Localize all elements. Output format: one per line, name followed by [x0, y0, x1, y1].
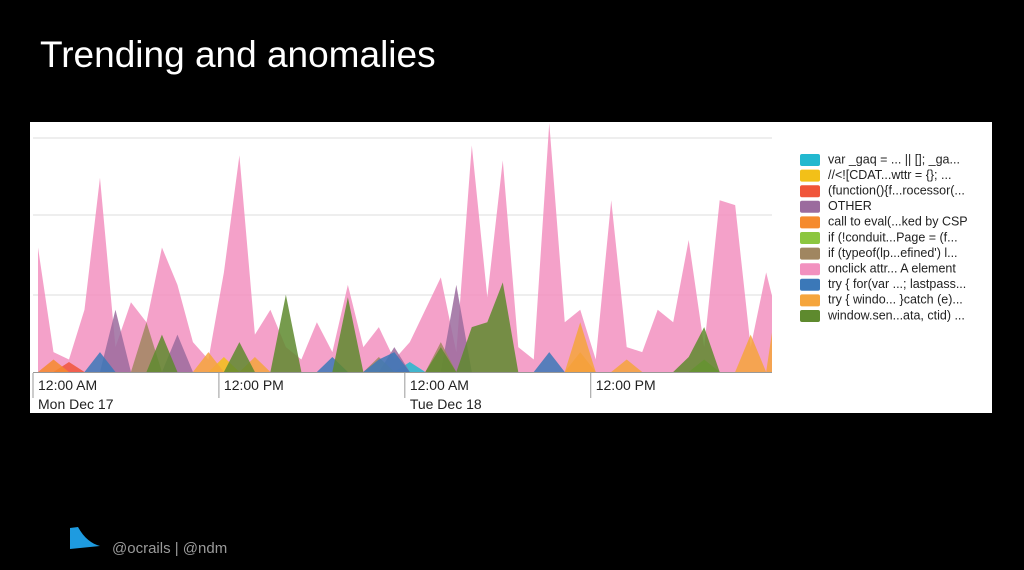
legend-label: onclick attr... A element [828, 261, 956, 275]
legend-swatch [800, 263, 820, 276]
x-tick-label: 12:00 AM [410, 377, 469, 393]
slide-title: Trending and anomalies [40, 34, 436, 75]
area-series [38, 284, 772, 372]
legend-label: //<![CDAT...wttr = {}; ... [828, 168, 951, 182]
legend-swatch [800, 169, 820, 182]
area-series [38, 352, 772, 372]
legend-swatch [800, 185, 820, 198]
legend-swatch [800, 232, 820, 244]
x-tick-label: 12:00 PM [596, 377, 656, 393]
legend: var _gaq = ... || []; _ga... //<![CDAT...… [800, 152, 968, 322]
legend-label: (function(){f...rocessor(... [828, 183, 965, 197]
legend-label: try { for(var ...; lastpass... [828, 277, 966, 291]
x-axis-labels: 12:00 AM Mon Dec 17 12:00 PM 12:00 AM Tue De… [32, 373, 656, 412]
legend-label: try { windo... }catch (e)... [828, 293, 963, 307]
footer: @ocrails | @ndm [112, 540, 227, 557]
legend-swatch [800, 247, 820, 260]
legend-swatch [800, 310, 820, 322]
legend-swatch [800, 278, 820, 291]
legend-label: call to eval(...ked by CSP [828, 215, 968, 229]
legend-label: if (typeof(lp...efined') l... [828, 246, 958, 260]
x-tick-label: 12:00 AM [38, 377, 97, 393]
legend-label: window.sen...ata, ctid) ... [827, 308, 965, 322]
area-series [38, 322, 772, 372]
legend-swatch [800, 200, 820, 213]
legend-label: var _gaq = ... || []; _ga... [828, 152, 960, 166]
logo [70, 527, 100, 549]
legend-label: if (!conduit...Page = (f... [828, 230, 958, 244]
x-tick-date: Tue Dec 18 [410, 396, 482, 412]
x-tick-label: 12:00 PM [224, 377, 284, 393]
area-series [38, 282, 772, 372]
x-tick-date: Mon Dec 17 [38, 396, 114, 412]
plot-area [38, 123, 772, 372]
legend-swatch [800, 154, 820, 166]
area-series [38, 357, 772, 372]
legend-swatch [800, 294, 820, 307]
legend-swatch [800, 216, 820, 229]
area-series [38, 123, 772, 372]
legend-label: OTHER [828, 199, 872, 213]
